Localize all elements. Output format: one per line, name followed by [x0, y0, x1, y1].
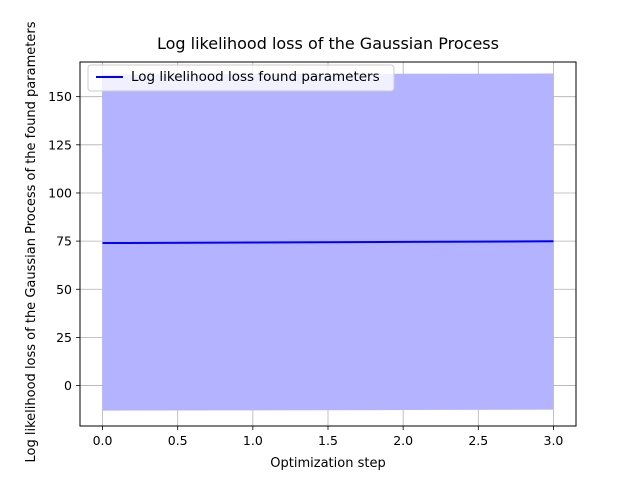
y-tick-label: 0	[64, 378, 72, 393]
x-tick-label: 0.5	[168, 433, 188, 448]
legend-entry-label: Log likelihood loss found parameters	[131, 69, 380, 85]
series-line	[102, 240, 554, 245]
x-tick-label: 3.0	[544, 433, 564, 448]
x-axis-ticks: 0.0 0.5 1.0 1.5 2.0 2.5 3.0	[93, 426, 564, 448]
y-tick-label: 125	[48, 137, 72, 152]
x-tick-label: 2.0	[393, 433, 413, 448]
x-tick-label: 1.5	[318, 433, 338, 448]
x-axis-label: Optimization step	[270, 456, 385, 471]
y-tick-label: 75	[56, 234, 72, 249]
y-tick-label: 25	[56, 330, 72, 345]
x-tick-label: 2.5	[468, 433, 488, 448]
y-axis-ticks: 0 25 50 75 100 125 150	[48, 89, 80, 393]
legend: Log likelihood loss found parameters	[87, 64, 395, 92]
y-tick-label: 100	[48, 185, 72, 200]
y-tick-label: 50	[56, 282, 72, 297]
x-tick-label: 0.0	[93, 433, 113, 448]
y-tick-label: 150	[48, 89, 72, 104]
chart-title: Log likelihood loss of the Gaussian Proc…	[157, 34, 499, 53]
series-line-layer	[102, 240, 554, 245]
y-axis-label: Log likelihood loss of the Gaussian Proc…	[24, 21, 39, 462]
x-tick-label: 1.0	[243, 433, 263, 448]
legend-box	[87, 64, 395, 92]
